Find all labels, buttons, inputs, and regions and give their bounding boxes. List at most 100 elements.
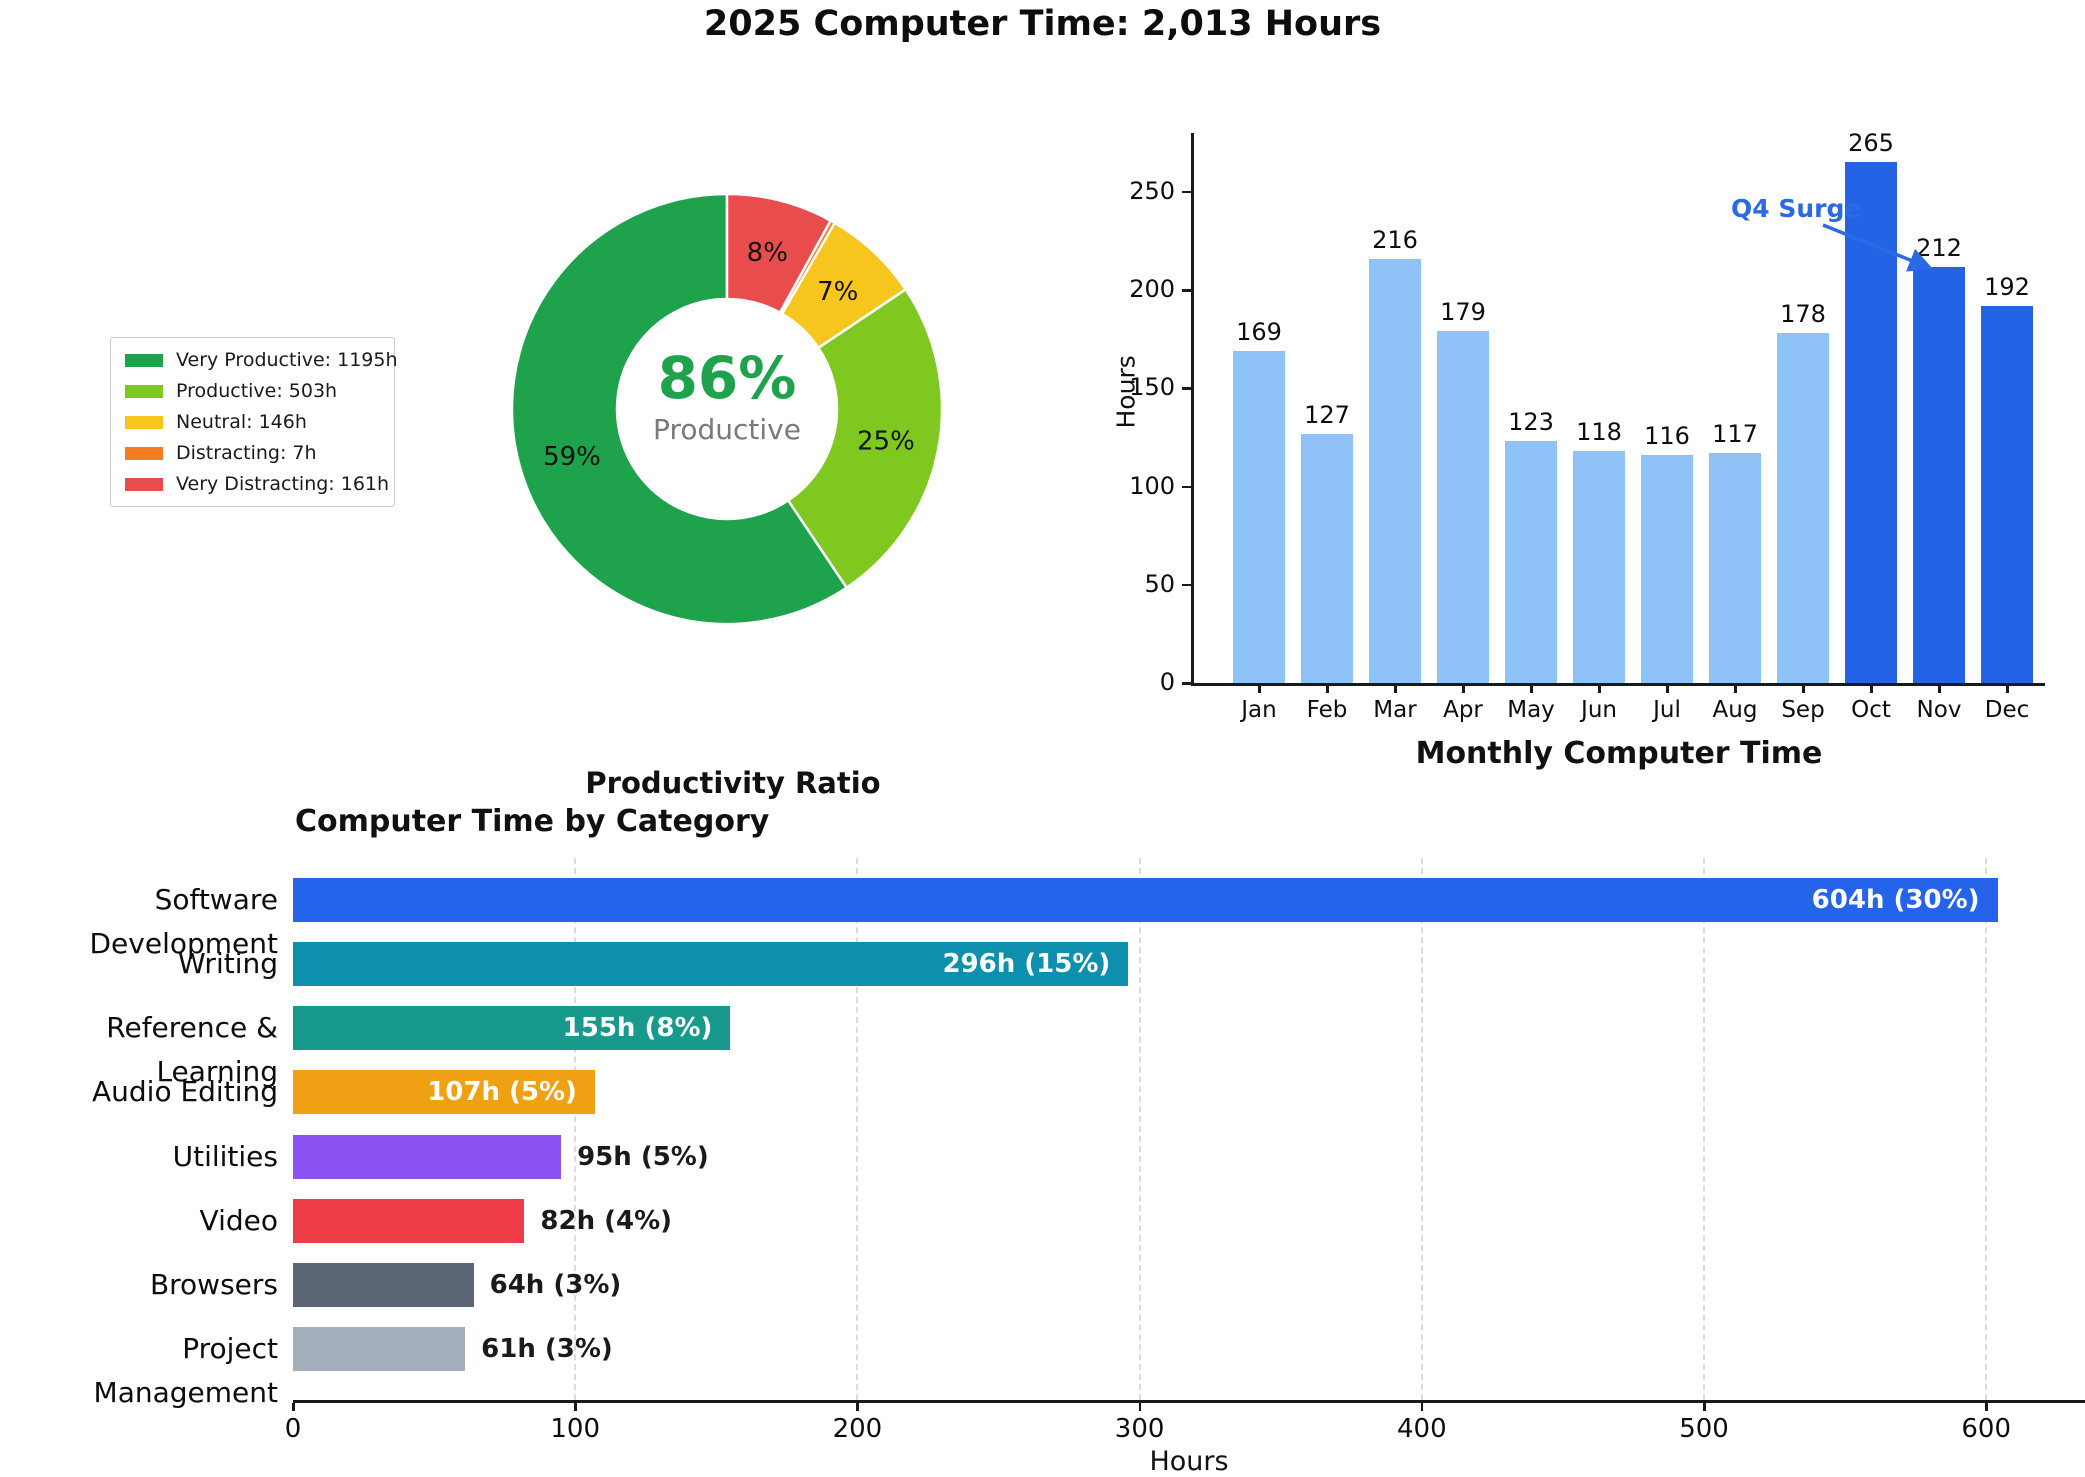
monthly-bar-value-label: 216 bbox=[1372, 225, 1418, 254]
monthly-x-tick-mark bbox=[1394, 685, 1397, 693]
donut-percent-label: 59% bbox=[543, 442, 601, 472]
monthly-bar-jan bbox=[1233, 351, 1285, 683]
category-bar-value-label: 155h (8%) bbox=[562, 1013, 713, 1044]
monthly-y-tick-mark bbox=[1182, 682, 1191, 685]
legend-swatch bbox=[125, 415, 163, 429]
category-x-tick-label: 500 bbox=[1679, 1414, 1729, 1444]
monthly-x-tick-label: Nov bbox=[1916, 697, 1962, 723]
category-bar-value-label: 95h (5%) bbox=[577, 1141, 709, 1172]
monthly-x-tick-label: Mar bbox=[1373, 697, 1417, 723]
monthly-y-tick-label: 0 bbox=[1159, 668, 1175, 696]
category-bar-value-label: 64h (3%) bbox=[489, 1269, 622, 1300]
category-tick-label: Browsers bbox=[149, 1267, 278, 1301]
monthly-x-tick-label: May bbox=[1507, 697, 1555, 723]
monthly-x-tick-label: Oct bbox=[1851, 697, 1891, 723]
monthly-y-tick-label: 250 bbox=[1129, 176, 1175, 205]
monthly-y-tick-label: 150 bbox=[1129, 373, 1175, 402]
category-bar-reference-learning bbox=[293, 1006, 731, 1051]
monthly-y-tick-mark bbox=[1182, 387, 1191, 390]
category-x-tick-label: 600 bbox=[1961, 1414, 2012, 1444]
monthly-x-tick-mark bbox=[2006, 685, 2009, 693]
category-x-tick-mark bbox=[1420, 1403, 1424, 1411]
category-gridline bbox=[1703, 858, 1706, 1400]
monthly-y-axis-label: Hours bbox=[1111, 355, 1141, 429]
monthly-x-tick-label: Aug bbox=[1712, 697, 1758, 723]
monthly-bar-feb bbox=[1301, 433, 1353, 683]
category-tick-label: Audio Editing bbox=[91, 1075, 278, 1109]
legend-item: Very Productive: 1195h bbox=[125, 349, 398, 371]
monthly-x-tick-mark bbox=[1734, 685, 1737, 693]
monthly-bar-aug bbox=[1709, 453, 1761, 683]
q4-surge-arrow-icon bbox=[1822, 223, 1934, 272]
donut-percent-label: 25% bbox=[857, 426, 915, 456]
legend-item: Distracting: 7h bbox=[125, 442, 380, 464]
monthly-x-tick-mark bbox=[1530, 685, 1533, 693]
legend-label: Neutral: 146h bbox=[176, 411, 307, 433]
category-tick-label: Reference & Learning bbox=[106, 1011, 278, 1089]
legend-item: Neutral: 146h bbox=[125, 411, 380, 433]
category-tick-label: Utilities bbox=[172, 1139, 278, 1173]
category-x-tick-mark bbox=[856, 1403, 859, 1411]
monthly-x-axis-spine bbox=[1191, 683, 2045, 686]
category-bar-audio-editing bbox=[293, 1070, 595, 1115]
category-bar-software-development bbox=[293, 878, 1998, 922]
donut-chart-title: Productivity Ratio bbox=[585, 766, 881, 800]
monthly-bar-value-label: 178 bbox=[1780, 300, 1826, 329]
monthly-bar-value-label: 118 bbox=[1576, 418, 1622, 447]
category-bar-value-label: 82h (4%) bbox=[540, 1205, 673, 1236]
monthly-bar-value-label: 123 bbox=[1508, 408, 1554, 437]
legend-swatch bbox=[125, 477, 163, 491]
legend-item: Very Distracting: 161h bbox=[125, 473, 389, 495]
monthly-y-axis-spine bbox=[1191, 133, 1194, 683]
category-bar-writing bbox=[293, 942, 1129, 987]
category-x-tick-mark bbox=[292, 1403, 295, 1411]
category-chart-title: Computer Time by Category bbox=[295, 804, 770, 839]
monthly-x-tick-mark bbox=[1258, 685, 1261, 693]
productivity-donut-chart: 59% 25% 7% 8% bbox=[510, 192, 944, 626]
monthly-y-tick-mark bbox=[1182, 190, 1191, 194]
category-x-tick-mark bbox=[1985, 1403, 1988, 1411]
category-bar-value-label: 61h (3%) bbox=[481, 1333, 613, 1364]
category-bar-value-label: 107h (5%) bbox=[427, 1077, 577, 1108]
category-bar-project-management bbox=[293, 1326, 466, 1371]
category-x-tick-mark bbox=[1138, 1403, 1142, 1411]
category-x-tick-label: 300 bbox=[1114, 1414, 1165, 1444]
monthly-x-tick-label: Jun bbox=[1581, 697, 1617, 723]
category-bar-browsers bbox=[293, 1262, 474, 1307]
monthly-bar-value-label: 117 bbox=[1712, 420, 1758, 449]
category-bar-value-label: 296h (15%) bbox=[942, 949, 1111, 980]
category-gridline bbox=[856, 858, 859, 1400]
legend-swatch bbox=[125, 384, 163, 398]
monthly-y-tick-mark bbox=[1182, 485, 1191, 489]
category-bar-video bbox=[293, 1198, 525, 1243]
monthly-x-tick-label: Sep bbox=[1781, 697, 1825, 723]
category-x-tick-mark bbox=[1703, 1403, 1706, 1411]
donut-center-label: Productive bbox=[653, 412, 801, 446]
monthly-bar-value-label: 265 bbox=[1848, 129, 1894, 158]
legend-label: Very Productive: 1195h bbox=[176, 349, 398, 371]
category-gridline bbox=[1985, 858, 1988, 1400]
monthly-x-tick-mark bbox=[1802, 685, 1805, 693]
q4-surge-annotation: Q4 Surge bbox=[1731, 194, 1862, 223]
monthly-bar-jul bbox=[1641, 455, 1693, 683]
monthly-bar-value-label: 192 bbox=[1984, 272, 2030, 301]
donut-slice-productive bbox=[786, 288, 944, 589]
category-bar-utilities bbox=[293, 1134, 562, 1179]
monthly-y-tick-mark bbox=[1182, 289, 1191, 292]
monthly-bar-nov bbox=[1913, 266, 1965, 683]
monthly-x-tick-mark bbox=[1462, 685, 1465, 693]
monthly-x-tick-label: Dec bbox=[1984, 697, 2030, 723]
monthly-x-tick-mark bbox=[1938, 685, 1941, 693]
monthly-bar-sep bbox=[1777, 333, 1829, 683]
monthly-x-tick-label: Jul bbox=[1653, 697, 1681, 723]
category-tick-label: Video bbox=[199, 1203, 278, 1237]
legend-label: Very Distracting: 161h bbox=[176, 473, 390, 495]
donut-legend: Very Productive: 1195h Productive: 503h Ne… bbox=[110, 337, 398, 507]
monthly-y-tick-label: 200 bbox=[1129, 275, 1175, 304]
monthly-x-tick-label: Apr bbox=[1443, 697, 1483, 723]
monthly-y-tick-label: 100 bbox=[1129, 471, 1175, 500]
monthly-x-tick-mark bbox=[1666, 685, 1669, 693]
monthly-bar-value-label: 127 bbox=[1304, 400, 1350, 429]
legend-label: Distracting: 7h bbox=[176, 442, 317, 464]
